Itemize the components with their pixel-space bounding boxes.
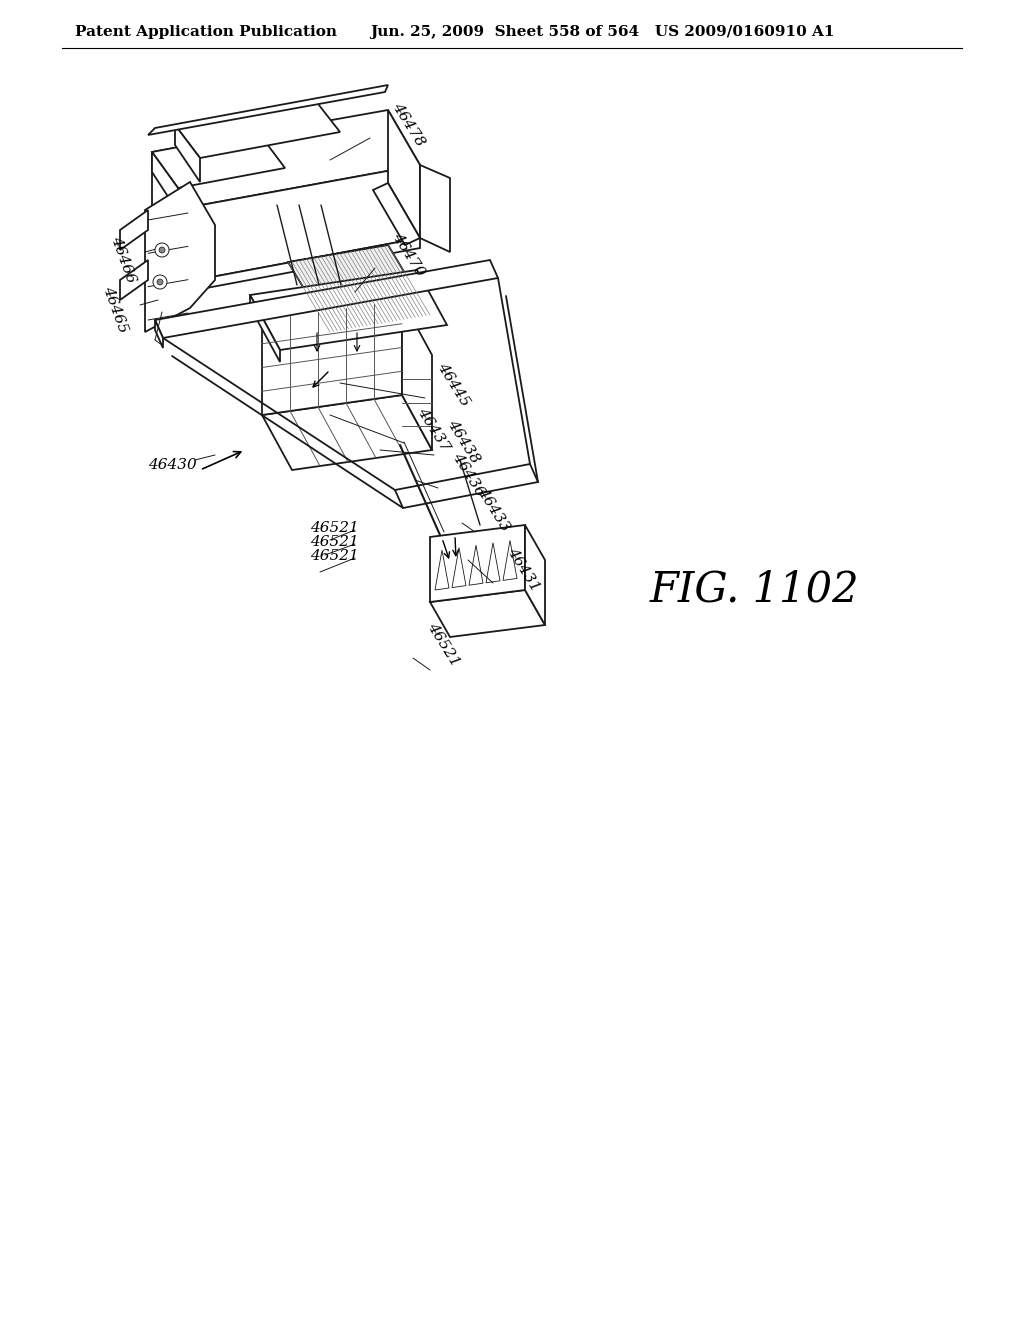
Polygon shape (435, 550, 449, 590)
Text: 46465: 46465 (100, 285, 130, 335)
Text: Jun. 25, 2009  Sheet 558 of 564   US 2009/0160910 A1: Jun. 25, 2009 Sheet 558 of 564 US 2009/0… (370, 25, 835, 40)
Text: 46521: 46521 (310, 521, 358, 535)
Circle shape (157, 279, 163, 285)
Polygon shape (262, 300, 402, 414)
Polygon shape (175, 100, 340, 158)
Text: 46478: 46478 (390, 100, 428, 149)
Polygon shape (452, 548, 466, 587)
Text: 46433: 46433 (475, 486, 513, 535)
Polygon shape (250, 271, 447, 350)
Polygon shape (175, 125, 200, 182)
Text: 46521: 46521 (310, 535, 358, 549)
Polygon shape (430, 525, 525, 602)
Polygon shape (152, 110, 420, 209)
Polygon shape (152, 132, 285, 187)
Text: FIG. 1102: FIG. 1102 (650, 569, 859, 611)
Polygon shape (525, 525, 545, 624)
Polygon shape (388, 110, 420, 238)
Text: 46430: 46430 (148, 458, 197, 473)
Polygon shape (145, 182, 215, 333)
Circle shape (159, 247, 165, 253)
Text: 46436: 46436 (450, 450, 487, 499)
Polygon shape (486, 543, 500, 583)
Circle shape (155, 243, 169, 257)
Polygon shape (420, 165, 450, 252)
Text: 46521: 46521 (310, 549, 358, 564)
Polygon shape (402, 300, 432, 450)
Polygon shape (373, 183, 420, 246)
Polygon shape (152, 152, 185, 275)
Polygon shape (430, 590, 545, 638)
Polygon shape (395, 465, 538, 508)
Circle shape (153, 275, 167, 289)
Text: 46438: 46438 (445, 417, 482, 466)
Polygon shape (503, 540, 517, 581)
Polygon shape (185, 165, 420, 282)
Polygon shape (469, 545, 483, 585)
Text: 46431: 46431 (505, 545, 543, 594)
Polygon shape (262, 395, 432, 470)
Text: Patent Application Publication: Patent Application Publication (75, 25, 337, 40)
Polygon shape (185, 238, 420, 292)
Polygon shape (148, 84, 388, 135)
Polygon shape (250, 294, 280, 362)
Polygon shape (120, 210, 148, 249)
Polygon shape (305, 315, 342, 345)
Polygon shape (288, 246, 430, 333)
Polygon shape (268, 327, 330, 362)
Text: 46521: 46521 (425, 620, 463, 669)
Text: 46470: 46470 (390, 231, 428, 280)
Polygon shape (155, 260, 498, 338)
Text: 46466: 46466 (108, 235, 138, 285)
Polygon shape (155, 319, 163, 348)
Text: 46445: 46445 (435, 360, 473, 409)
Polygon shape (152, 152, 178, 213)
Polygon shape (120, 260, 148, 300)
Text: 46437: 46437 (415, 405, 453, 454)
